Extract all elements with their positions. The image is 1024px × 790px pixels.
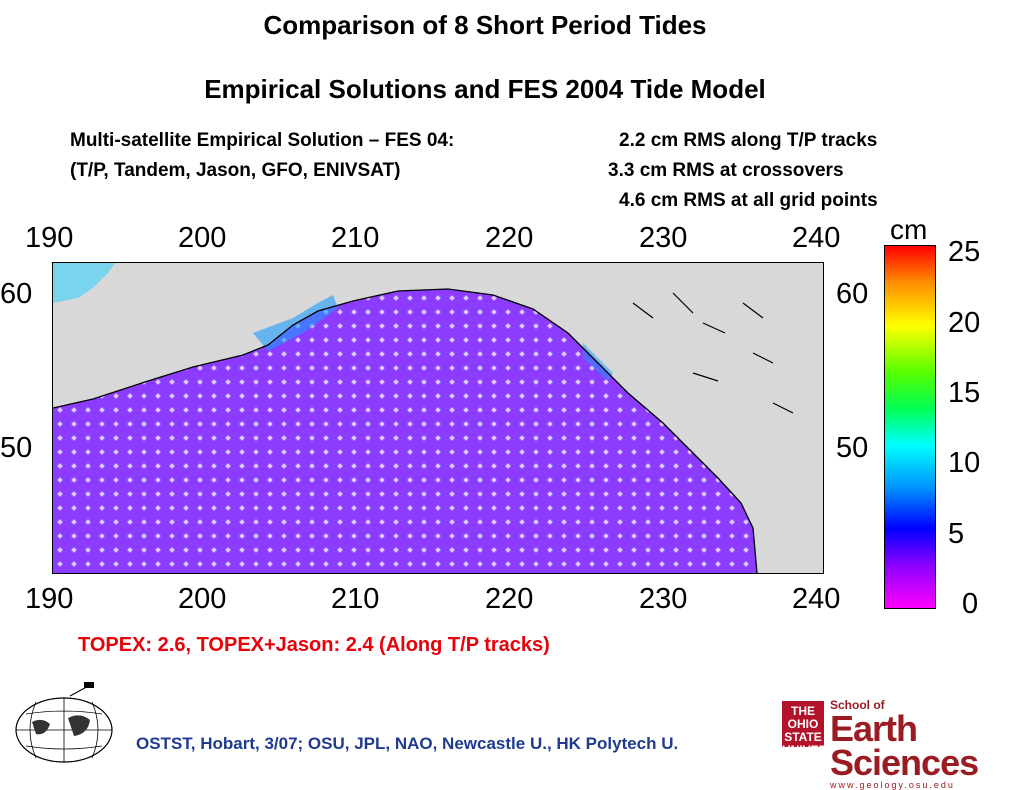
coastline [53,288,758,573]
stat-rms-grid: 4.6 cm RMS at all grid points [619,190,878,211]
colorbar-tick: 15 [948,377,981,409]
slide-title: Comparison of 8 Short Period Tides [263,10,707,40]
y-tick-left: 60 [0,278,33,310]
x-tick-top: 210 [331,222,380,254]
stat-left-1: Multi-satellite Empirical Solution – FES… [70,130,455,151]
slide-subtitle: Empirical Solutions and FES 2004 Tide Mo… [204,74,766,104]
school-logo: School of Earth Sciences www.geology.osu… [830,698,1024,790]
colorbar-tick: 10 [948,447,981,479]
x-tick-top: 200 [178,222,227,254]
x-tick-bottom: 210 [331,583,380,615]
stat-left-2: (T/P, Tandem, Jason, GFO, ENIVSAT) [70,160,401,181]
x-tick-bottom: 190 [25,583,74,615]
footer-credit: OSTST, Hobart, 3/07; OSU, JPL, NAO, Newc… [136,734,679,753]
topex-note: TOPEX: 2.6, TOPEX+Jason: 2.4 (Along T/P … [78,634,550,656]
x-tick-top: 220 [485,222,534,254]
x-tick-bottom: 240 [792,583,841,615]
globe-logo-icon [15,682,113,763]
x-tick-bottom: 200 [178,583,227,615]
high-difference-patch [53,263,115,303]
inland-lakes [632,292,794,414]
school-logo-top: School of [830,698,885,712]
colorbar-unit: cm [890,214,928,245]
tide-difference-map [52,262,824,574]
colorbar-tick: 0 [962,588,979,620]
high-difference-patch [583,343,613,381]
y-tick-right: 50 [836,432,869,464]
colorbar [884,245,936,609]
x-tick-bottom: 230 [639,583,688,615]
school-logo-main: Earth Sciences [830,708,979,783]
x-tick-top: 240 [792,222,841,254]
school-logo-url: www.geology.osu.edu [830,780,955,790]
osu-logo: THE OHIO STATE UNIVERSITY [782,701,854,757]
stat-rms-crossovers: 3.3 cm RMS at crossovers [608,160,844,181]
x-tick-top: 190 [25,222,74,254]
x-tick-bottom: 220 [485,583,534,615]
colorbar-tick: 20 [948,307,981,339]
y-tick-left: 50 [0,432,33,464]
colorbar-tick: 5 [948,518,965,550]
y-tick-right: 60 [836,278,869,310]
stat-rms-tracks: 2.2 cm RMS along T/P tracks [619,130,878,151]
x-tick-top: 230 [639,222,688,254]
colorbar-tick: 25 [948,236,981,268]
map-plot [53,263,823,573]
